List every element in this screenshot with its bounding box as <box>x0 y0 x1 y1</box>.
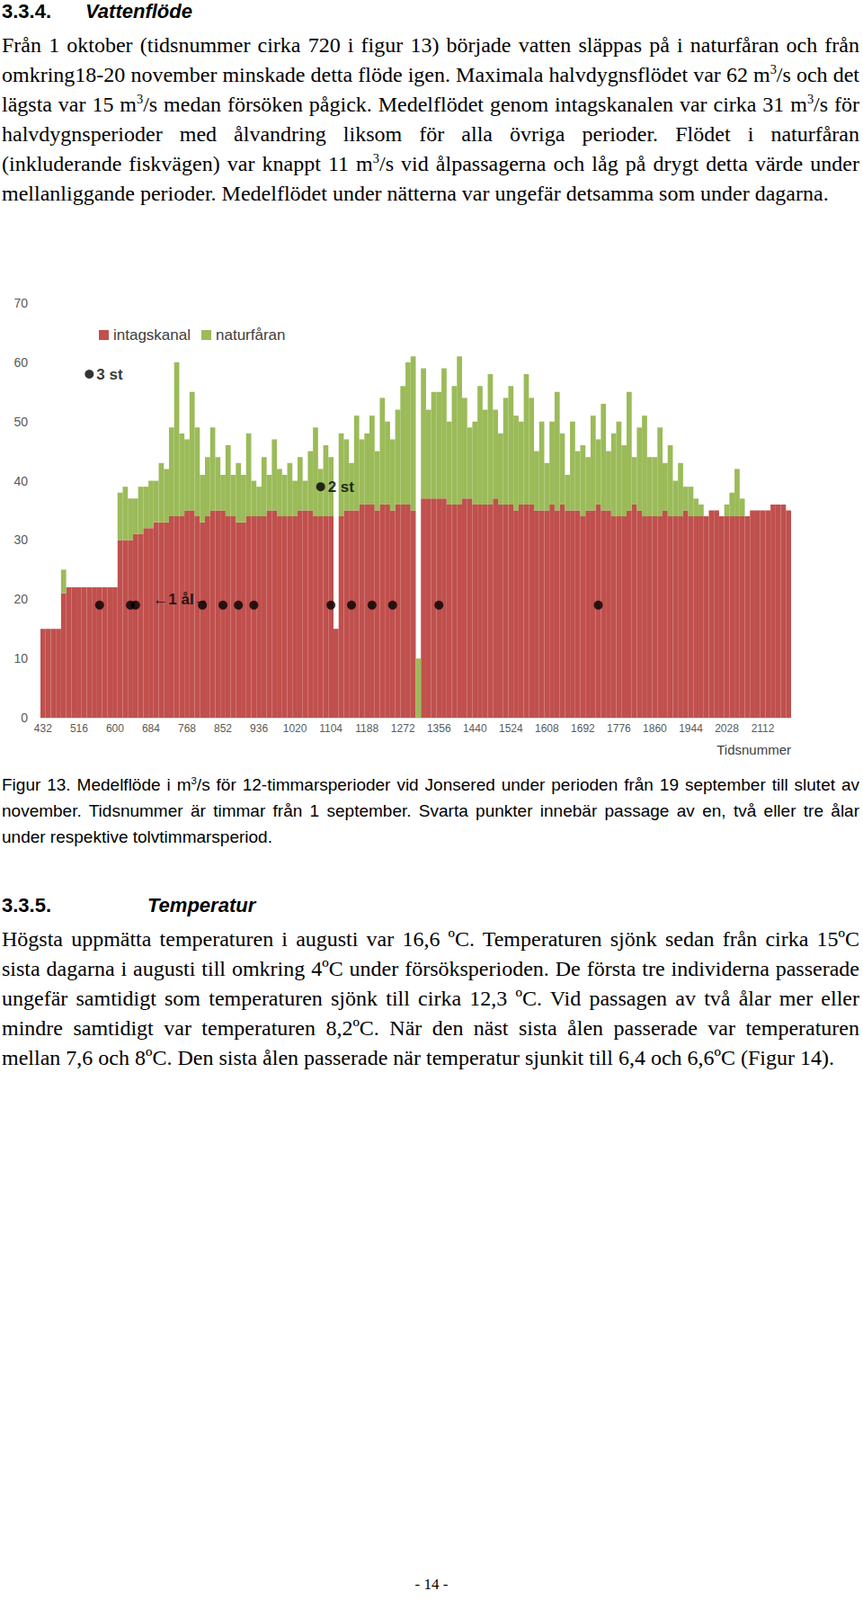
html-text:Från 1 oktober (tidsnummer cir: Från 1 oktober (tidsnummer cirka 720 i f… <box>1 33 860 205</box>
html-text:Temperatur: Temperatur <box>147 893 256 917</box>
svg-text:1020: 1020 <box>283 721 308 735</box>
svg-text:20: 20 <box>13 591 28 606</box>
svg-text:40: 40 <box>13 473 28 489</box>
svg-text:2028: 2028 <box>714 721 739 735</box>
svg-text:intagskanal: intagskanal <box>113 326 191 344</box>
svg-text:1440: 1440 <box>462 721 488 735</box>
svg-text:←1 ål→: ←1 ål→ <box>152 590 209 608</box>
html-text:3.3.5.: 3.3.5. <box>1 893 52 917</box>
html-text:- 14 -: - 14 - <box>414 1574 449 1593</box>
svg-text:1776: 1776 <box>606 721 632 735</box>
html-text:Vattenflöde: Vattenflöde <box>85 0 193 23</box>
svg-text:1524: 1524 <box>498 721 524 735</box>
svg-text:768: 768 <box>177 721 196 735</box>
svg-text:684: 684 <box>142 721 161 735</box>
svg-text:10: 10 <box>13 650 28 666</box>
svg-text:600: 600 <box>106 721 125 735</box>
svg-text:852: 852 <box>213 721 232 735</box>
svg-text:60: 60 <box>13 355 28 370</box>
svg-text:3 st: 3 st <box>96 365 124 383</box>
svg-text:50: 50 <box>13 414 28 429</box>
svg-text:naturfåran: naturfåran <box>215 326 286 344</box>
svg-text:2112: 2112 <box>751 721 775 735</box>
svg-text:30: 30 <box>13 532 28 547</box>
svg-text:1692: 1692 <box>570 721 596 735</box>
svg-text:1356: 1356 <box>427 721 452 735</box>
svg-text:432: 432 <box>34 721 53 735</box>
svg-text:Tidsnummer: Tidsnummer <box>716 741 792 757</box>
svg-text:1272: 1272 <box>391 721 416 735</box>
svg-text:1944: 1944 <box>678 721 703 735</box>
html-text:3.3.4.: 3.3.4. <box>1 0 52 23</box>
svg-text:0: 0 <box>20 710 28 725</box>
svg-text:1860: 1860 <box>642 721 668 735</box>
svg-text:1188: 1188 <box>355 721 379 735</box>
html-text:Figur 13. Medelflöde i m3/s fö: Figur 13. Medelflöde i m3/s för 12-timma… <box>1 774 860 846</box>
svg-text:516: 516 <box>70 721 89 735</box>
svg-text:2 st: 2 st <box>328 478 356 496</box>
svg-text:1608: 1608 <box>534 721 560 735</box>
svg-text:1104: 1104 <box>319 721 343 735</box>
html-text:Högsta uppmätta temperaturen i: Högsta uppmätta temperaturen i augusti v… <box>1 926 860 1069</box>
svg-text:936: 936 <box>249 721 268 735</box>
svg-text:70: 70 <box>13 295 28 311</box>
